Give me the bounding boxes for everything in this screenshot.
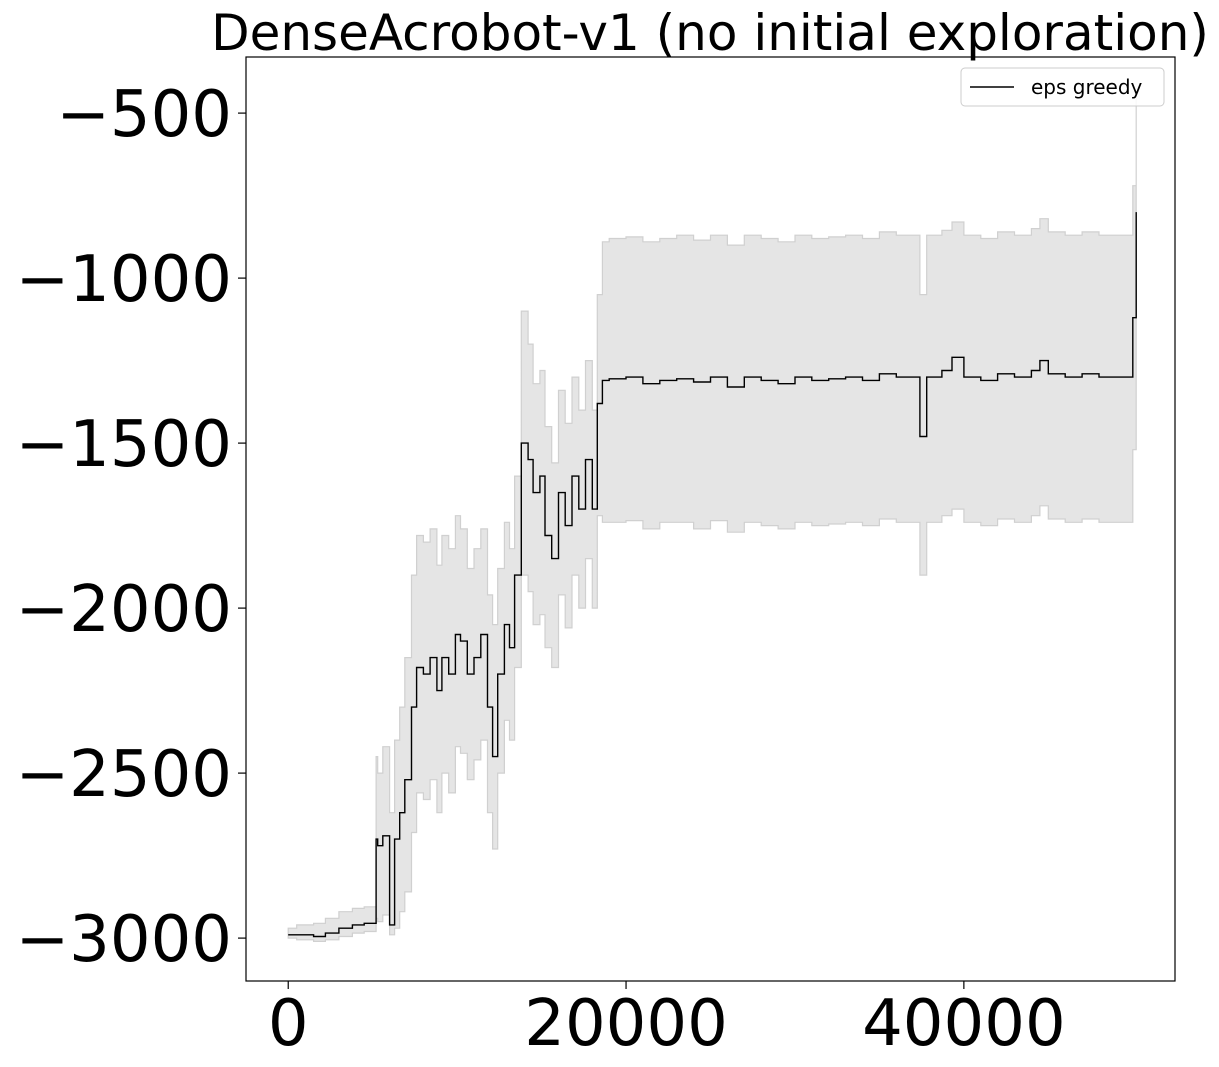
y-tick-label: −2500: [16, 738, 233, 812]
series-line-eps-greedy: [288, 212, 1137, 938]
plot-content: [287, 96, 1137, 942]
y-tick-label: −1000: [16, 243, 233, 317]
chart-title: DenseAcrobot-v1 (no initial exploration): [211, 4, 1209, 62]
y-tick-label: −3000: [16, 903, 233, 977]
confidence-band-0: [287, 96, 1137, 942]
x-tick-label: 40000: [862, 987, 1066, 1061]
legend-box: [960, 67, 1165, 107]
y-tick-label: −2000: [16, 573, 233, 647]
x-tick-label: 20000: [524, 987, 728, 1061]
plot-frame: [245, 56, 1176, 982]
y-tick-label: −1500: [16, 408, 233, 482]
x-tick-label: 0: [268, 987, 309, 1061]
y-tick-label: −500: [56, 78, 232, 152]
x-axis: 0 20000 40000: [268, 981, 1066, 1061]
y-axis: −500 −1000 −1500 −2000 −2500 −3000: [16, 78, 246, 977]
legend: eps greedy: [960, 67, 1165, 107]
legend-label-eps-greedy: eps greedy: [1031, 75, 1143, 99]
